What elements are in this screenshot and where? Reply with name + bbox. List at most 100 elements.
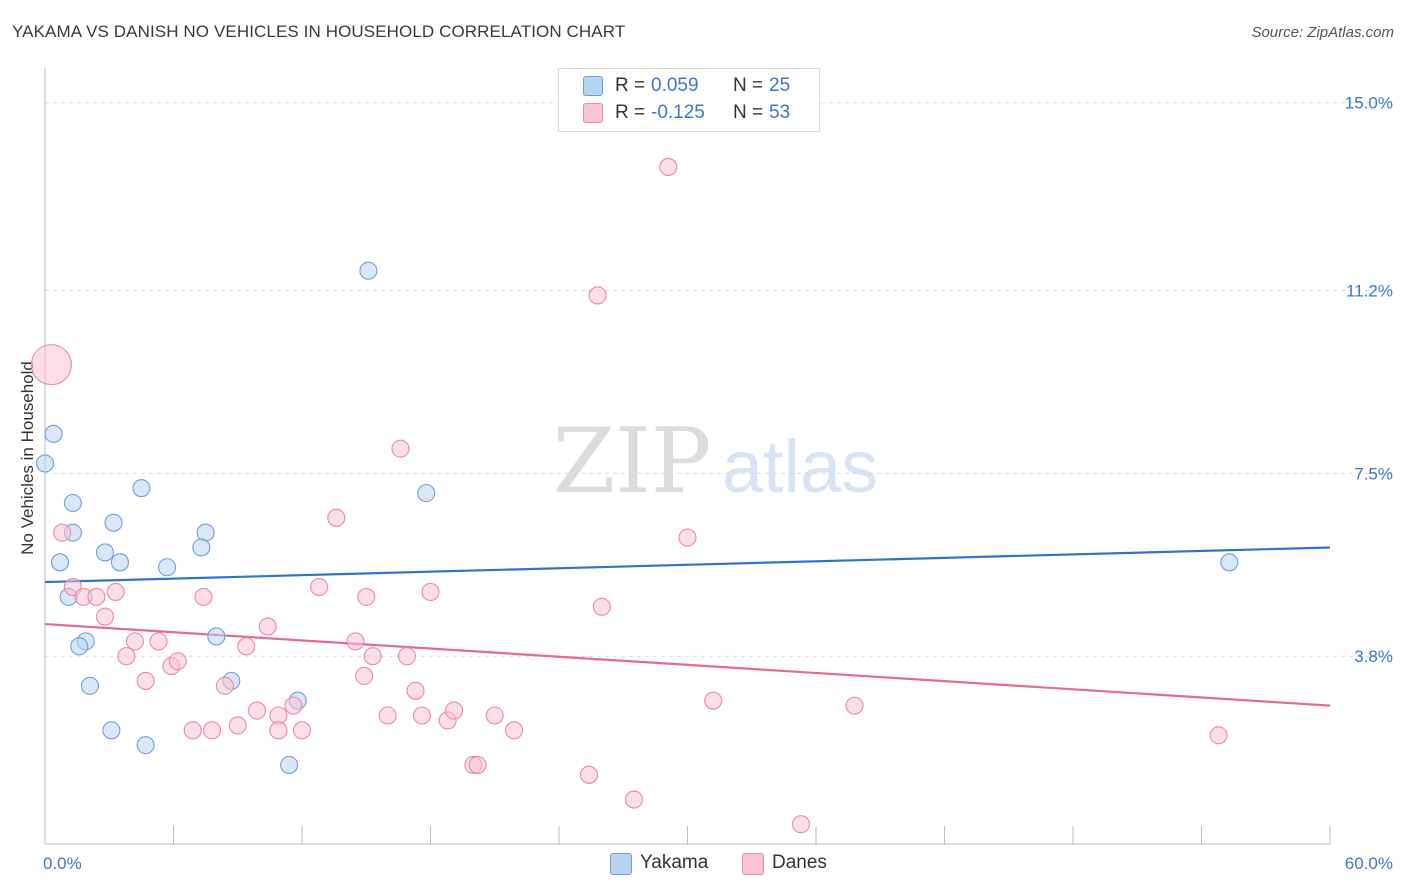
data-point-danes: [406, 681, 425, 700]
data-point-danes: [504, 721, 524, 740]
data-point-danes: [269, 721, 288, 740]
data-point-yakama: [104, 513, 123, 532]
data-point-danes: [194, 587, 213, 606]
legend-r-value: -0.125: [651, 102, 705, 123]
trend-line-yakama: [44, 546, 1331, 584]
data-point-danes: [228, 716, 247, 735]
data-point-danes: [704, 691, 723, 710]
data-point-yakama: [158, 558, 177, 577]
data-point-yakama: [50, 553, 70, 572]
data-point-yakama: [70, 637, 89, 656]
gridlines: [45, 102, 1392, 657]
legend-n-value: 53: [769, 102, 791, 123]
data-point-yakama: [132, 479, 151, 498]
data-point-danes: [378, 706, 397, 725]
data-point-danes: [391, 439, 410, 458]
data-point-danes: [87, 587, 106, 606]
data-point-danes: [53, 523, 72, 542]
data-points: [30, 157, 1239, 834]
data-point-yakama: [207, 627, 226, 646]
data-point-danes: [791, 815, 811, 834]
legend-item-yakama: Yakama: [610, 852, 720, 876]
data-point-danes: [624, 790, 644, 809]
data-point-yakama: [102, 721, 121, 740]
data-point-danes: [346, 632, 365, 651]
x-tick-label: 0.0%: [43, 854, 82, 873]
legend-swatch-yakama: [583, 76, 603, 96]
data-point-yakama: [417, 484, 436, 503]
data-point-danes: [659, 157, 678, 177]
legend-label-yakama: Yakama: [640, 852, 709, 873]
data-point-yakama: [192, 538, 211, 557]
data-point-danes: [125, 632, 144, 651]
data-point-danes: [203, 721, 222, 740]
watermark-atlas: atlas: [722, 425, 878, 508]
data-point-danes: [678, 528, 697, 547]
data-point-danes: [421, 582, 440, 602]
data-point-danes: [445, 701, 464, 720]
data-point-danes: [485, 706, 504, 725]
data-point-danes: [310, 577, 329, 597]
data-point-danes: [588, 286, 607, 305]
x-tick-label: 60.0%: [1345, 854, 1393, 873]
legend-swatch-yakama: [610, 853, 632, 875]
chart-title: YAKAMA VS DANISH NO VEHICLES IN HOUSEHOL…: [12, 22, 626, 41]
y-tick-label: 7.5%: [1354, 464, 1393, 483]
legend-r-label: R =: [615, 102, 646, 123]
legend-label-danes: Danes: [772, 852, 827, 873]
data-point-yakama: [95, 543, 115, 562]
legend-r-label: R =: [615, 75, 646, 96]
data-point-danes: [215, 676, 234, 695]
data-point-danes: [284, 696, 303, 715]
trend-lines: [44, 546, 1331, 707]
data-point-danes: [292, 721, 312, 740]
legend-n-label: N =: [733, 75, 764, 96]
data-point-danes: [106, 582, 125, 602]
data-point-danes: [136, 671, 155, 690]
data-point-yakama: [63, 493, 82, 513]
legend-r-value: 0.059: [651, 75, 699, 96]
data-point-yakama: [80, 676, 100, 695]
data-point-yakama: [359, 261, 378, 280]
data-point-danes: [412, 706, 431, 725]
data-point-yakama: [136, 736, 155, 755]
data-point-danes: [468, 755, 487, 774]
data-point-yakama: [110, 553, 130, 572]
trend-line-danes: [44, 622, 1331, 707]
watermark: ZIP atlas: [553, 409, 878, 514]
data-point-danes: [397, 647, 416, 666]
legend-swatch-danes: [583, 103, 603, 123]
data-point-danes: [355, 666, 374, 686]
data-point-danes: [168, 652, 187, 671]
tick-labels: 3.8% 7.5% 11.2% 15.0% 0.0% 60.0%: [43, 94, 1393, 873]
data-point-danes: [237, 637, 256, 656]
data-point-danes: [579, 765, 599, 784]
legend-n-label: N =: [733, 102, 764, 123]
data-point-danes: [95, 607, 115, 626]
data-point-danes: [592, 597, 611, 616]
data-point-yakama: [280, 755, 299, 774]
data-point-danes: [845, 696, 864, 715]
data-point-yakama: [1220, 553, 1239, 572]
data-point-danes: [363, 647, 382, 666]
data-point-danes: [357, 587, 376, 606]
legend-n-value: 25: [769, 75, 791, 96]
data-point-danes: [183, 721, 202, 740]
data-point-danes: [1209, 726, 1228, 745]
source-label: Source: ZipAtlas.com: [1251, 24, 1394, 41]
data-point-danes: [117, 647, 136, 666]
data-point-danes: [327, 508, 346, 527]
y-tick-label: 3.8%: [1354, 647, 1393, 666]
stats-legend: R = 0.059 N = 25 R = -0.125 N = 53: [558, 68, 820, 132]
data-point-danes: [247, 701, 267, 720]
data-point-danes: [149, 632, 168, 651]
y-tick-label: 15.0%: [1345, 94, 1393, 113]
watermark-zip: ZIP: [553, 409, 712, 514]
data-point-yakama: [35, 454, 55, 473]
data-point-yakama: [44, 424, 63, 443]
y-tick-label: 11.2%: [1346, 282, 1393, 301]
legend-swatch-danes: [742, 853, 764, 875]
legend-item-danes: Danes: [742, 852, 842, 876]
data-point-danes: [258, 617, 277, 636]
